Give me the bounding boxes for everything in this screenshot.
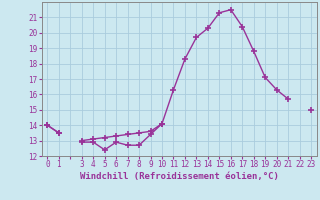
X-axis label: Windchill (Refroidissement éolien,°C): Windchill (Refroidissement éolien,°C)	[80, 172, 279, 181]
